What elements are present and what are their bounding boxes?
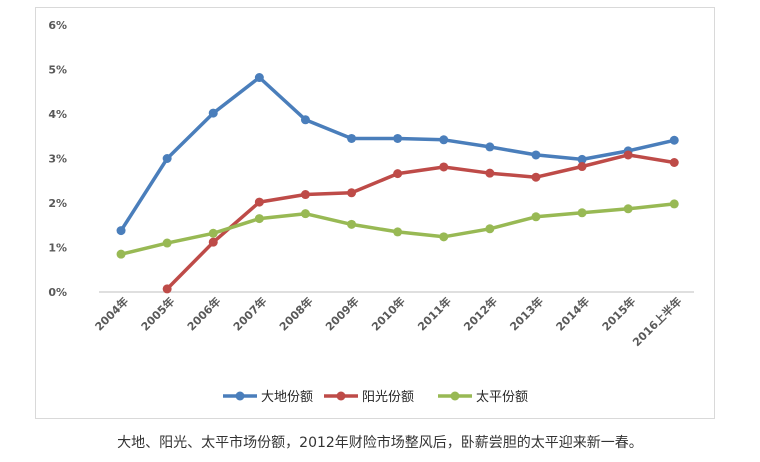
data-point xyxy=(208,108,218,118)
chart-frame: 0% 1% 2% 3% 4% 5% 6% 2004年 2005年 2006年 2007年 2008年… xyxy=(35,7,715,419)
data-point xyxy=(577,154,587,164)
x-tick-label: 2014年 xyxy=(553,294,592,333)
data-point xyxy=(162,284,172,294)
legend-marker xyxy=(450,391,460,401)
y-tick-label: 6% xyxy=(48,19,67,32)
series-line xyxy=(165,153,677,291)
data-point xyxy=(347,133,357,143)
x-tick-label: 2009年 xyxy=(322,294,361,333)
data-point xyxy=(669,135,679,145)
data-point xyxy=(300,209,310,219)
x-tick-label: 2015年 xyxy=(599,294,638,333)
y-tick-label: 1% xyxy=(48,242,67,255)
data-point xyxy=(623,150,633,160)
legend-label: 大地份额 xyxy=(261,390,313,405)
legend-item: 大地份额 xyxy=(223,390,313,405)
legend-item: 阳光份额 xyxy=(324,390,414,405)
x-tick-label: 2010年 xyxy=(368,294,407,333)
x-tick-label: 2005年 xyxy=(138,294,177,333)
legend-label: 太平份额 xyxy=(476,390,528,405)
data-point xyxy=(347,219,357,229)
data-point xyxy=(485,142,495,152)
legend-marker xyxy=(336,391,346,401)
data-point xyxy=(669,199,679,209)
legend-item: 太平份额 xyxy=(438,390,528,405)
data-point xyxy=(393,227,403,237)
data-point xyxy=(577,208,587,218)
series-layer xyxy=(116,73,679,294)
x-tick-label: 2008年 xyxy=(276,294,315,333)
data-point xyxy=(254,214,264,224)
data-point xyxy=(300,115,310,125)
data-point xyxy=(531,172,541,182)
series-1 xyxy=(116,73,679,236)
data-point xyxy=(439,232,449,242)
data-point xyxy=(531,150,541,160)
x-tick-label: 2013年 xyxy=(507,294,546,333)
data-point xyxy=(669,158,679,168)
series-3 xyxy=(116,199,679,259)
chart-caption: 大地、阳光、太平市场份额，2012年财险市场整风后，卧薪尝胆的太平迎来新一春。 xyxy=(117,435,643,451)
data-point xyxy=(623,204,633,214)
data-point xyxy=(577,162,587,172)
x-tick-label: 2004年 xyxy=(92,294,131,333)
x-tick-label: 2011年 xyxy=(415,294,454,333)
y-tick-label: 5% xyxy=(48,64,67,77)
data-point xyxy=(485,224,495,234)
data-point xyxy=(162,238,172,248)
data-point xyxy=(254,197,264,207)
data-point xyxy=(393,133,403,143)
series-2 xyxy=(162,150,679,294)
data-point xyxy=(254,73,264,83)
legend-marker xyxy=(235,391,245,401)
data-point xyxy=(439,135,449,145)
data-point xyxy=(393,169,403,179)
legend-label: 阳光份额 xyxy=(362,390,414,405)
data-point xyxy=(162,154,172,163)
data-point xyxy=(208,237,218,247)
data-point xyxy=(439,162,449,172)
x-tick-label: 2012年 xyxy=(461,294,500,333)
data-point xyxy=(116,249,126,259)
line-chart: 0% 1% 2% 3% 4% 5% 6% 2004年 2005年 2006年 2007年 2008年… xyxy=(48,19,694,405)
data-point xyxy=(485,168,495,178)
data-point xyxy=(300,190,310,200)
data-point xyxy=(208,228,218,238)
y-tick-label: 4% xyxy=(48,108,67,121)
x-tick-label: 2016上半年 xyxy=(629,294,684,349)
y-tick-label: 0% xyxy=(48,286,67,299)
y-tick-label: 3% xyxy=(48,153,67,166)
data-point xyxy=(531,212,541,222)
y-axis: 0% 1% 2% 3% 4% 5% 6% xyxy=(48,19,67,299)
x-tick-label: 2007年 xyxy=(230,294,269,333)
series-line xyxy=(119,75,677,233)
x-axis: 2004年 2005年 2006年 2007年 2008年 2009年 2010年 2011年… xyxy=(92,291,694,349)
data-point xyxy=(347,188,357,198)
x-tick-label: 2006年 xyxy=(184,294,223,333)
y-tick-label: 2% xyxy=(48,197,67,210)
data-point xyxy=(116,226,126,236)
legend: 大地份额 阳光份额 太平份额 xyxy=(223,390,528,405)
